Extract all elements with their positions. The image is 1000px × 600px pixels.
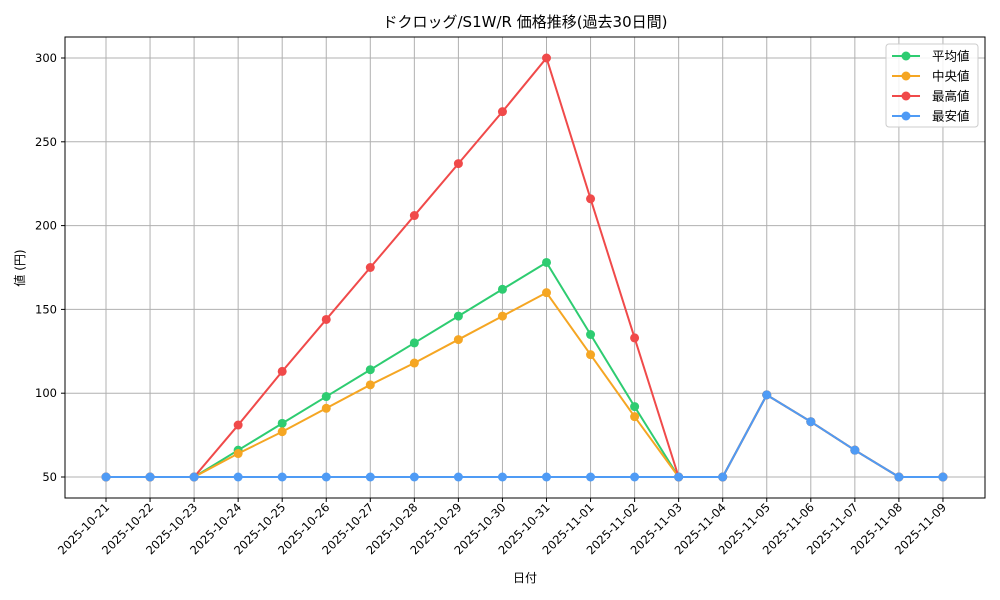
data-point	[365, 380, 375, 390]
data-point	[321, 472, 331, 482]
chart-title: ドクロッグ/S1W/R 価格推移(過去30日間)	[383, 13, 668, 31]
data-point	[497, 472, 507, 482]
series-line	[106, 55, 943, 478]
data-point	[145, 472, 155, 482]
data-point	[321, 392, 331, 402]
legend-item: 最安値	[892, 109, 970, 124]
data-point	[894, 472, 904, 482]
data-point	[277, 366, 287, 376]
data-point	[586, 194, 596, 204]
data-point	[586, 472, 596, 482]
data-point	[630, 412, 640, 422]
y-tick-label: 300	[35, 51, 57, 65]
data-point	[409, 358, 419, 368]
series-line	[106, 291, 943, 478]
x-axis-label: 日付	[513, 571, 537, 585]
data-point	[277, 418, 287, 428]
series-中央値	[101, 288, 948, 482]
legend-label: 平均値	[932, 49, 970, 64]
data-point	[497, 311, 507, 321]
data-point	[850, 445, 860, 455]
data-point	[586, 330, 596, 340]
data-point	[718, 472, 728, 482]
data-point	[497, 107, 507, 117]
legend-label: 最安値	[932, 109, 970, 124]
y-axis-label: 値 (円)	[12, 249, 27, 286]
plot-frame	[64, 36, 986, 499]
data-point	[674, 472, 684, 482]
legend-item: 平均値	[892, 49, 970, 64]
series-最安値	[101, 390, 948, 482]
y-tick-label: 150	[35, 302, 57, 316]
data-point	[409, 338, 419, 348]
data-point	[409, 211, 419, 221]
data-point	[365, 263, 375, 272]
data-point	[453, 335, 463, 345]
data-point	[542, 472, 551, 482]
y-tick-label: 50	[42, 470, 57, 484]
data-point	[586, 350, 596, 360]
legend-item: 最高値	[892, 89, 970, 104]
data-point	[630, 472, 640, 482]
legend-marker-icon	[901, 51, 911, 61]
data-point	[321, 314, 331, 324]
data-point	[542, 53, 551, 63]
data-point	[453, 311, 463, 321]
data-point	[630, 333, 640, 343]
legend-label: 最高値	[932, 89, 970, 104]
data-point	[938, 472, 948, 482]
data-point	[189, 472, 199, 482]
series-lines	[101, 53, 948, 482]
x-axis-ticks: 2025-10-212025-10-222025-10-232025-10-24…	[55, 498, 949, 557]
data-point	[497, 284, 507, 294]
data-point	[365, 365, 375, 375]
data-point	[365, 472, 375, 482]
legend-label: 中央値	[932, 69, 970, 84]
data-point	[453, 159, 463, 169]
data-point	[101, 472, 111, 482]
data-point	[233, 472, 243, 482]
series-line	[106, 393, 943, 478]
data-point	[542, 257, 551, 267]
data-point	[409, 472, 419, 482]
y-tick-label: 100	[35, 386, 57, 400]
y-axis-ticks: 50 100 150 200 250 300	[35, 51, 65, 484]
data-point	[233, 420, 243, 430]
data-point	[277, 427, 287, 437]
data-point	[806, 417, 816, 427]
data-point	[277, 472, 287, 482]
series-最高値	[101, 53, 948, 482]
y-tick-label: 250	[35, 135, 57, 149]
legend-box	[885, 43, 979, 128]
series-line	[106, 261, 943, 478]
legend-marker-icon	[901, 71, 911, 81]
grid	[65, 37, 985, 498]
data-point	[453, 472, 463, 482]
legend-item: 中央値	[892, 69, 970, 84]
data-point	[630, 402, 640, 412]
series-平均値	[101, 257, 948, 482]
legend-marker-icon	[901, 111, 911, 121]
data-point	[321, 403, 331, 413]
legend-marker-icon	[901, 91, 911, 101]
y-tick-label: 200	[35, 219, 57, 233]
data-point	[542, 288, 551, 298]
data-point	[762, 390, 772, 400]
data-point	[233, 449, 243, 459]
